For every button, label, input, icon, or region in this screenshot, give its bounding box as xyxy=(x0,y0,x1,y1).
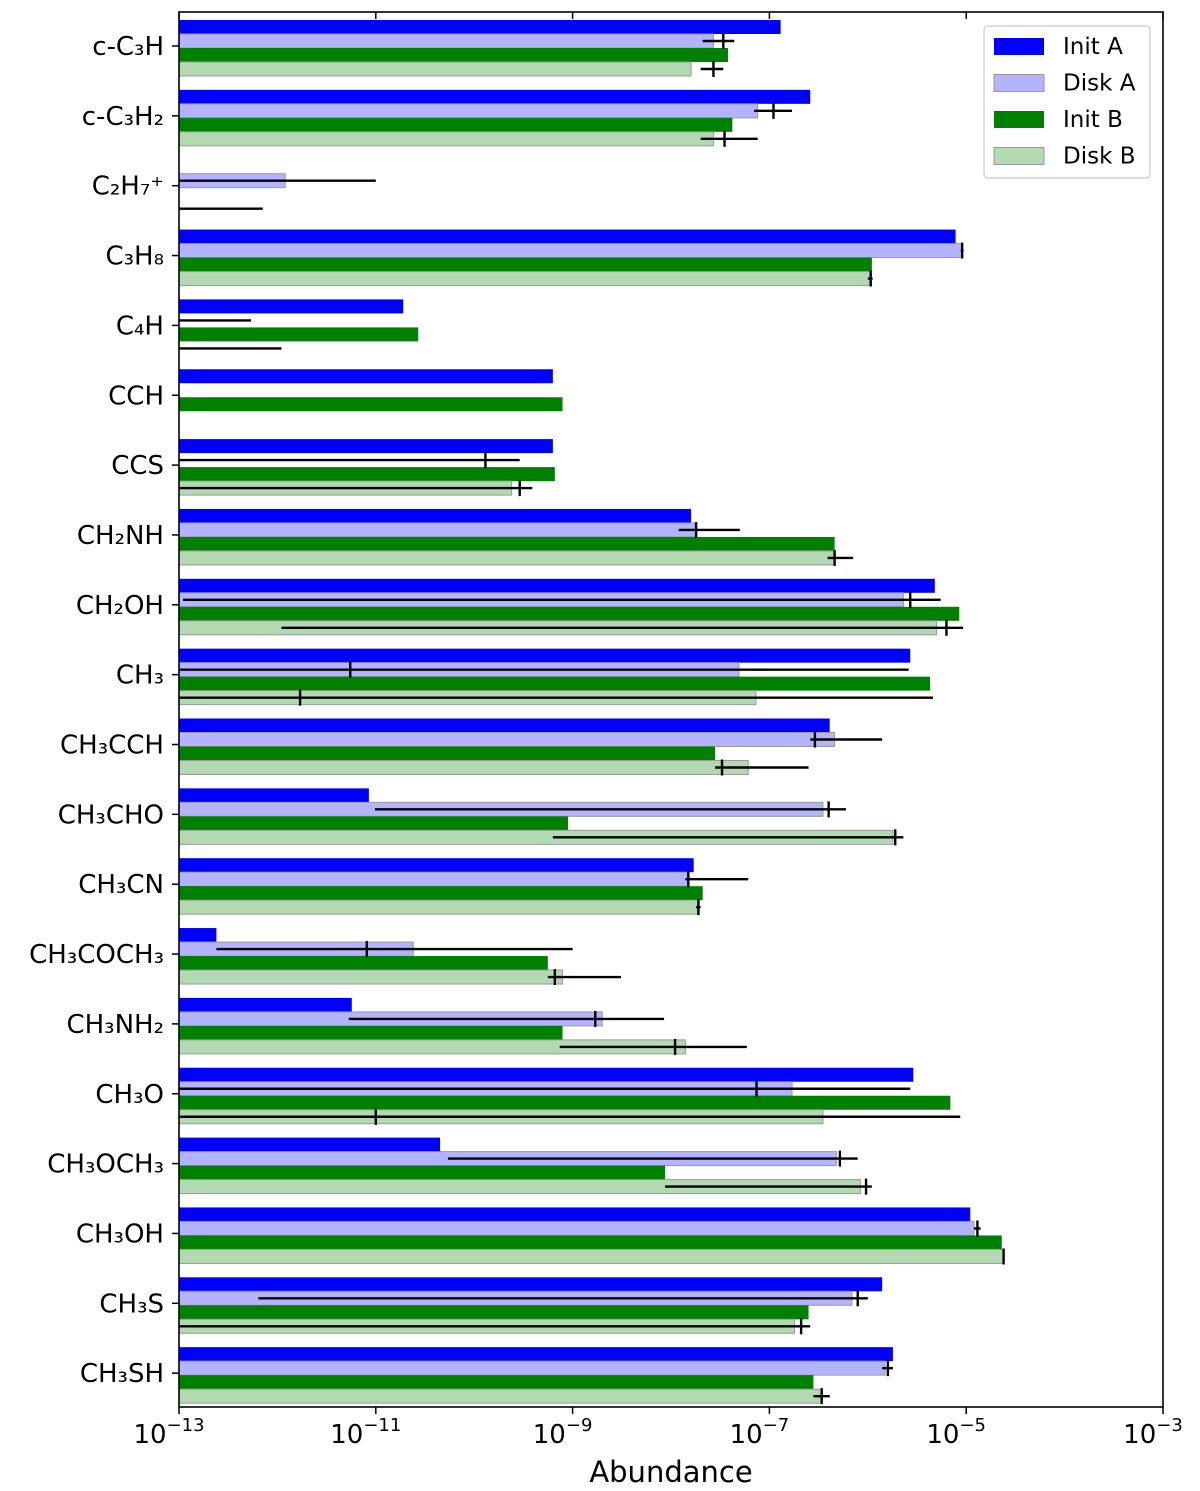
bar-init-a xyxy=(179,1207,971,1222)
y-tick-label: CCS xyxy=(111,451,164,481)
y-tick-label: C₃H₈ xyxy=(105,242,164,272)
y-tick-label: CCH xyxy=(108,381,164,411)
errorbars-layer xyxy=(179,33,1005,1405)
bar-init-b xyxy=(179,536,835,551)
bar-init-a xyxy=(179,578,935,593)
bar-init-b xyxy=(179,676,931,691)
bar-init-a xyxy=(179,718,830,733)
bar-disk-a xyxy=(178,33,714,49)
bar-disk-b xyxy=(178,1248,1005,1264)
bar-disk-a xyxy=(178,103,759,119)
bar-init-b xyxy=(179,746,716,761)
x-axis-label: Abundance xyxy=(589,1455,752,1489)
y-axis: c-C₃H c-C₃H₂ C₂H₇⁺ C₃H₈ C₄H CCH CCS CH₂NH CH₂OH C… xyxy=(29,32,179,1389)
bar-init-b xyxy=(179,397,563,412)
y-tick-label: CH₃CN xyxy=(78,870,164,900)
legend-swatch xyxy=(993,147,1045,165)
x-tick-label: 10−11 xyxy=(330,1415,401,1450)
x-axis: 10−13 10−11 10−9 10−7 10−5 10−3 xyxy=(133,12,1183,1450)
bar-disk-a xyxy=(178,522,697,538)
legend-label: Disk A xyxy=(1063,71,1136,97)
legend-swatch xyxy=(994,38,1044,55)
x-tick-label: 10−3 xyxy=(1123,1415,1183,1450)
bar-init-a xyxy=(179,1067,914,1082)
bar-init-a xyxy=(179,508,692,523)
x-tick-label: 10−5 xyxy=(926,1415,986,1450)
bar-init-a xyxy=(179,1137,441,1152)
y-tick-label: CH₃SH xyxy=(80,1359,164,1389)
bars-layer xyxy=(178,20,1005,1404)
x-tick-label: 10−13 xyxy=(133,1415,204,1450)
bar-init-b xyxy=(179,1305,809,1320)
bar-init-b xyxy=(179,117,733,132)
bar-init-b xyxy=(179,327,419,342)
bar-disk-b xyxy=(178,131,714,147)
bar-init-b xyxy=(179,1025,563,1040)
bar-init-a xyxy=(179,299,404,314)
bar-init-b xyxy=(179,886,703,901)
bar-init-a xyxy=(179,439,553,454)
y-tick-label: CH₃CHO xyxy=(58,800,164,830)
y-tick-label: c-C₃H xyxy=(92,32,164,62)
bar-init-a xyxy=(179,20,781,34)
legend: Init A Disk A Init B Disk B xyxy=(983,25,1151,179)
legend-label: Disk B xyxy=(1063,144,1136,170)
bar-disk-b xyxy=(178,550,836,566)
y-tick-label: CH₃NH₂ xyxy=(66,1010,164,1040)
bar-disk-a xyxy=(178,1220,975,1236)
y-tick-label: C₄H xyxy=(116,311,164,341)
y-tick-label: CH₃ xyxy=(116,661,164,691)
y-tick-label: CH₂NH xyxy=(77,521,164,551)
bar-init-a xyxy=(179,229,956,244)
bar-disk-b xyxy=(178,61,692,77)
legend-swatch xyxy=(994,111,1044,128)
y-tick-label: c-C₃H₂ xyxy=(82,102,164,132)
legend-label: Init A xyxy=(1063,34,1123,60)
bar-disk-b xyxy=(178,1388,823,1404)
bar-disk-a xyxy=(178,871,689,887)
bar-disk-b xyxy=(178,271,871,287)
plot-frame xyxy=(178,11,1164,1408)
bar-init-b xyxy=(179,467,555,482)
legend-label: Init B xyxy=(1063,107,1123,133)
bar-init-b xyxy=(179,956,548,971)
bar-init-b xyxy=(179,257,872,272)
legend-swatch xyxy=(993,74,1045,92)
bar-init-a xyxy=(179,788,369,803)
bar-disk-a xyxy=(178,1360,886,1376)
bar-init-b xyxy=(179,48,729,62)
y-tick-label: C₂H₇⁺ xyxy=(92,172,164,202)
y-tick-label: CH₃O xyxy=(95,1080,164,1110)
bar-init-b xyxy=(179,1235,1002,1250)
bar-init-a xyxy=(179,928,217,943)
bar-init-b xyxy=(179,1165,666,1180)
bar-init-b xyxy=(179,1095,951,1110)
bar-init-b xyxy=(179,1375,814,1390)
y-tick-label: CH₂OH xyxy=(76,591,164,621)
y-tick-label: CH₃CCH xyxy=(60,731,164,761)
y-tick-label: CH₃COCH₃ xyxy=(29,940,164,970)
bar-init-a xyxy=(179,89,811,104)
bar-init-a xyxy=(179,369,553,384)
x-tick-label: 10−7 xyxy=(730,1415,790,1450)
bar-disk-b xyxy=(178,969,564,985)
y-tick-label: CH₃OCH₃ xyxy=(47,1150,164,1180)
bar-init-a xyxy=(179,1277,883,1292)
bar-init-b xyxy=(179,606,960,621)
y-tick-label: CH₃OH xyxy=(76,1219,164,1249)
bar-init-a xyxy=(179,648,911,663)
bar-disk-a xyxy=(178,243,963,259)
y-tick-label: CH₃S xyxy=(99,1289,164,1319)
bar-init-a xyxy=(179,858,694,873)
bar-disk-b xyxy=(178,760,749,775)
bar-disk-b xyxy=(178,899,699,915)
bar-init-b xyxy=(179,816,569,831)
bar-init-a xyxy=(179,1347,893,1362)
bar-init-a xyxy=(179,997,352,1012)
bar-disk-a xyxy=(178,732,836,747)
x-tick-label: 10−9 xyxy=(533,1415,593,1450)
